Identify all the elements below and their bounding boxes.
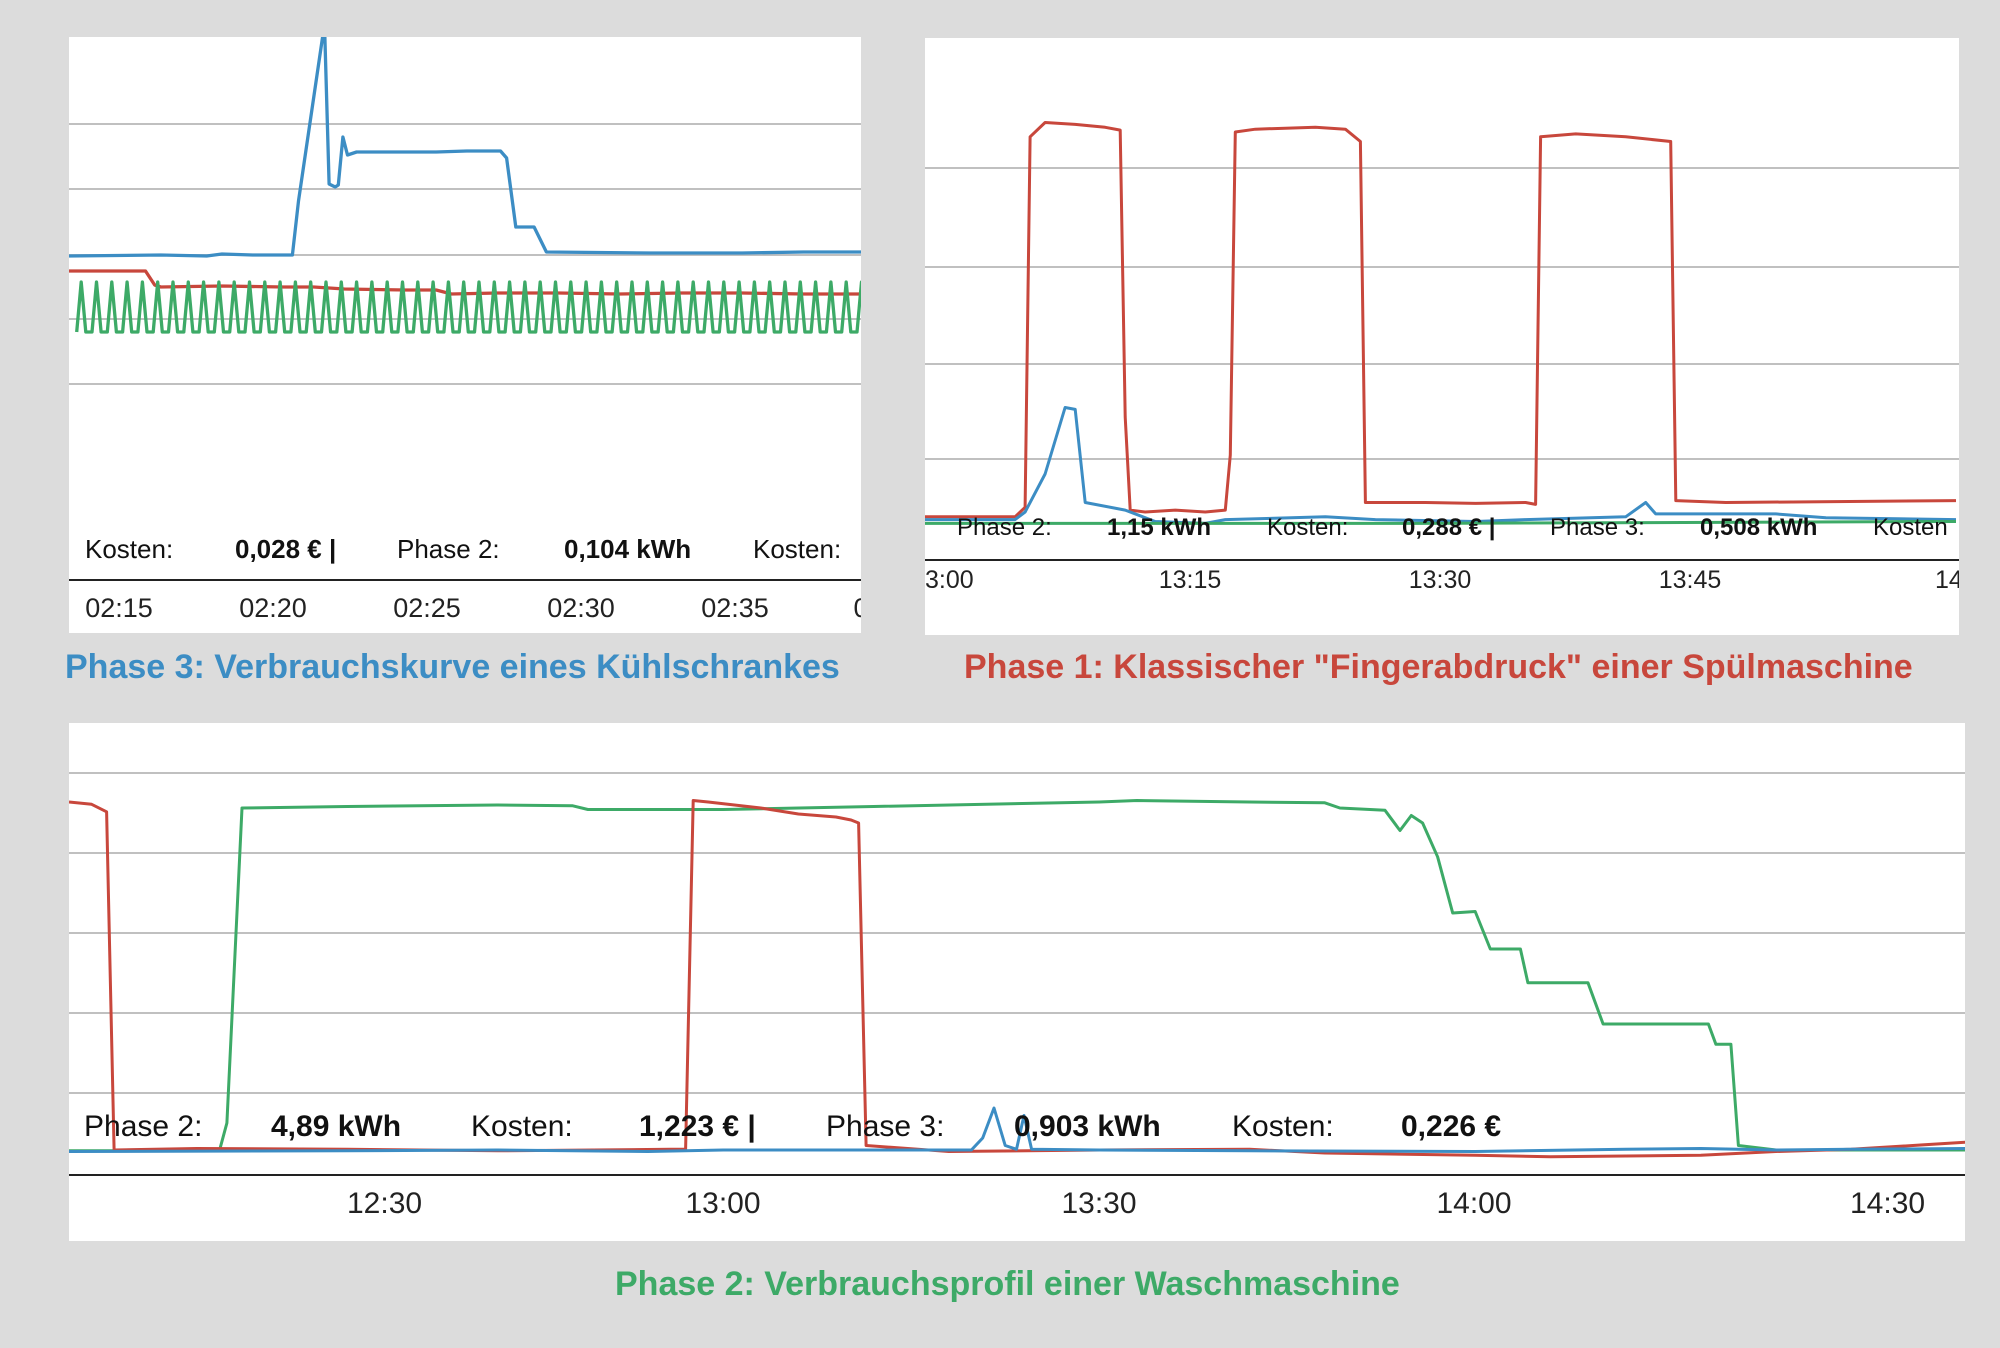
series-line-blue: [925, 406, 1957, 525]
series-line-red: [69, 269, 861, 296]
x-tick-label: 0: [853, 593, 861, 623]
footer-label: Phase 2:: [957, 514, 1052, 541]
footer-value: 0,508 kWh: [1700, 514, 1817, 541]
fridge-chart: Kosten: 0,028 € | Phase 2: 0,104 kWh Kosten:…: [69, 37, 861, 623]
footer-value: 1,223 € |: [639, 1110, 756, 1143]
x-tick-label: 02:25: [393, 593, 461, 623]
washer-caption: Phase 2: Verbrauchsprofil einer Waschmas…: [615, 1265, 1400, 1303]
footer-label: Kosten: [1873, 514, 1948, 541]
footer-label: Phase 3:: [1550, 514, 1645, 541]
x-tick-label: 13:15: [1159, 566, 1222, 594]
washer-chart: Phase 2: 4,89 kWh Kosten: 1,223 € | Phase 3:…: [69, 772, 1965, 1220]
footer-value: 0,903 kWh: [1014, 1110, 1161, 1143]
dishwasher-caption: Phase 1: Klassischer "Fingerabdruck" ein…: [964, 648, 1913, 686]
fridge-chart-panel: Kosten: 0,028 € | Phase 2: 0,104 kWh Kosten:…: [69, 37, 861, 633]
series-line-green: [75, 280, 861, 334]
x-tick-label: 02:35: [701, 593, 769, 623]
x-tick-label: 13:30: [1409, 566, 1472, 594]
footer-value: 0,104 kWh: [564, 534, 691, 564]
series-line-green: [925, 520, 1957, 525]
footer-label: Kosten:: [471, 1110, 573, 1143]
series-line-blue: [69, 1106, 1965, 1153]
series-line-blue: [69, 37, 861, 258]
x-tick-label: 13:00: [685, 1187, 760, 1220]
series-line-green: [69, 799, 1965, 1153]
x-tick-label: 02:30: [547, 593, 615, 623]
x-tick-label: 13:45: [1659, 566, 1722, 594]
x-tick-label: 13:30: [1061, 1187, 1136, 1220]
footer-value: 0,226 €: [1401, 1110, 1501, 1143]
dishwasher-chart: Phase 2: 1,15 kWh Kosten: 0,288 € | Phase 3:…: [925, 121, 1959, 594]
footer-label: Phase 3:: [826, 1110, 944, 1143]
footer-value: 0,288 € |: [1402, 514, 1495, 541]
footer-value: 1,15 kWh: [1107, 514, 1211, 541]
x-tick-label: 02:20: [239, 593, 307, 623]
footer-label: Kosten:: [1267, 514, 1348, 541]
footer-label: Phase 2:: [397, 534, 500, 564]
x-tick-label: 02:15: [85, 593, 153, 623]
footer-label: Phase 2:: [84, 1110, 202, 1143]
x-tick-label: 14:30: [1850, 1187, 1925, 1220]
footer-value: 4,89 kWh: [271, 1110, 401, 1143]
washer-chart-panel: Phase 2: 4,89 kWh Kosten: 1,223 € | Phase 3:…: [69, 723, 1965, 1241]
footer-label: Kosten:: [753, 534, 841, 564]
dishwasher-chart-panel: Phase 2: 1,15 kWh Kosten: 0,288 € | Phase 3:…: [925, 38, 1959, 635]
series-line-red: [69, 799, 1965, 1159]
series-line-red: [925, 121, 1957, 519]
x-tick-label: 12:30: [347, 1187, 422, 1220]
footer-label: Kosten:: [1232, 1110, 1334, 1143]
footer-label: Kosten:: [85, 534, 173, 564]
x-tick-label: 14:0: [1935, 566, 1959, 594]
x-tick-label: 14:00: [1436, 1187, 1511, 1220]
fridge-caption: Phase 3: Verbrauchskurve eines Kühlschra…: [65, 648, 840, 686]
x-tick-label: 3:00: [925, 566, 974, 594]
footer-value: 0,028 € |: [235, 534, 336, 564]
